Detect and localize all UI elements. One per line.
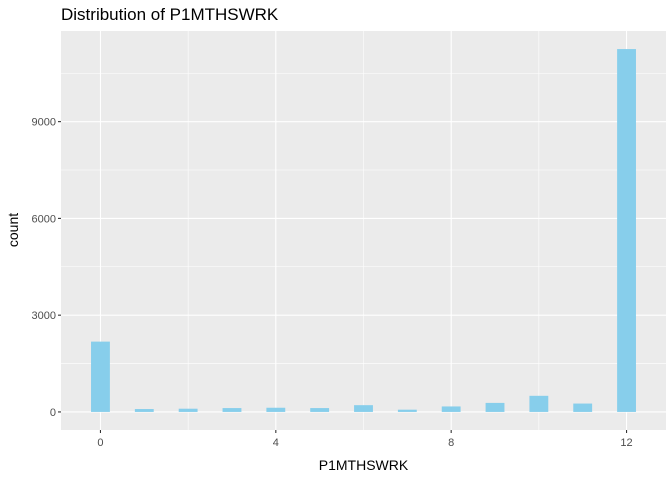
y-tick-label: 0: [50, 407, 56, 419]
x-tick-label: 4: [273, 437, 279, 449]
histogram-bar: [266, 407, 286, 412]
chart-title: Distribution of P1MTHSWRK: [61, 5, 279, 24]
histogram-bar: [310, 408, 330, 412]
y-axis-ticks: 0 3000 6000 9000: [32, 117, 61, 419]
histogram-bar: [573, 403, 593, 412]
histogram-bar: [441, 406, 461, 412]
x-axis-title: P1MTHSWRK: [319, 457, 409, 473]
histogram-bar: [222, 408, 242, 412]
histogram-bar: [91, 341, 110, 412]
histogram-bar: [134, 409, 154, 412]
y-tick-label: 3000: [32, 310, 56, 322]
x-axis-ticks: 0 4 8 12: [97, 430, 633, 449]
x-tick-label: 8: [448, 437, 454, 449]
bars-group: [91, 49, 636, 412]
histogram-bar: [354, 405, 373, 412]
histogram-bar: [485, 402, 505, 412]
x-tick-label: 12: [620, 437, 632, 449]
histogram-bar: [397, 409, 417, 412]
histogram-bar: [529, 395, 549, 412]
histogram-bar: [617, 49, 636, 412]
minor-grid: [61, 31, 666, 430]
x-tick-label: 0: [97, 437, 103, 449]
y-tick-label: 6000: [32, 213, 56, 225]
y-axis-title: count: [5, 213, 21, 247]
y-tick-label: 9000: [32, 117, 56, 129]
histogram-bar: [178, 408, 198, 412]
